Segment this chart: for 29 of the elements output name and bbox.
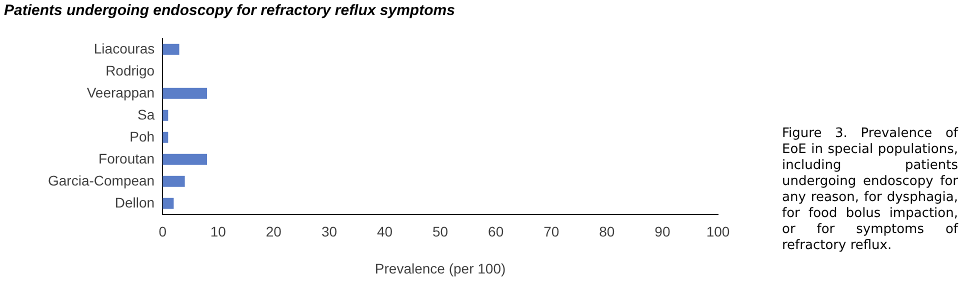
bar	[162, 132, 168, 143]
x-tick-label: 90	[654, 224, 670, 240]
y-tick-label: Poh	[130, 128, 155, 144]
y-tick-label: Dellon	[114, 194, 155, 210]
x-tick-label: 10	[210, 224, 226, 240]
bar	[162, 198, 174, 209]
x-tick-label: 80	[599, 224, 615, 240]
x-tick-label: 30	[321, 224, 338, 240]
x-tick-label: 20	[266, 224, 282, 240]
x-tick-label: 70	[544, 224, 560, 240]
x-tick-label: 50	[432, 224, 448, 240]
x-tick-label: 0	[158, 224, 167, 240]
bar	[162, 154, 208, 165]
bar	[162, 44, 180, 55]
bar	[162, 110, 168, 121]
y-tick-label: Foroutan	[98, 150, 155, 166]
x-axis-title: Prevalence (per 100)	[374, 260, 506, 276]
bar	[162, 176, 185, 187]
y-tick-label: Garcia-Compean	[48, 172, 155, 188]
y-tick-label: Veerappan	[86, 84, 155, 100]
x-tick-label: 60	[488, 224, 504, 240]
x-tick-label: 100	[706, 224, 730, 240]
y-tick-label: Rodrigo	[106, 62, 155, 78]
y-tick-label: Sa	[137, 106, 155, 122]
x-tick-label: 40	[376, 224, 393, 240]
y-tick-label: Liacouras	[94, 40, 155, 56]
chart-title: Patients undergoing endoscopy for refractory reflux symptoms	[4, 2, 455, 19]
bar	[162, 88, 208, 99]
caption: Figure 3. Prevalence of EoE in special populations, including patients undergoing endoscopy for any reason, for dysphagia, for food bolus impaction, or for symptoms of refractory reflux.	[782, 126, 958, 254]
